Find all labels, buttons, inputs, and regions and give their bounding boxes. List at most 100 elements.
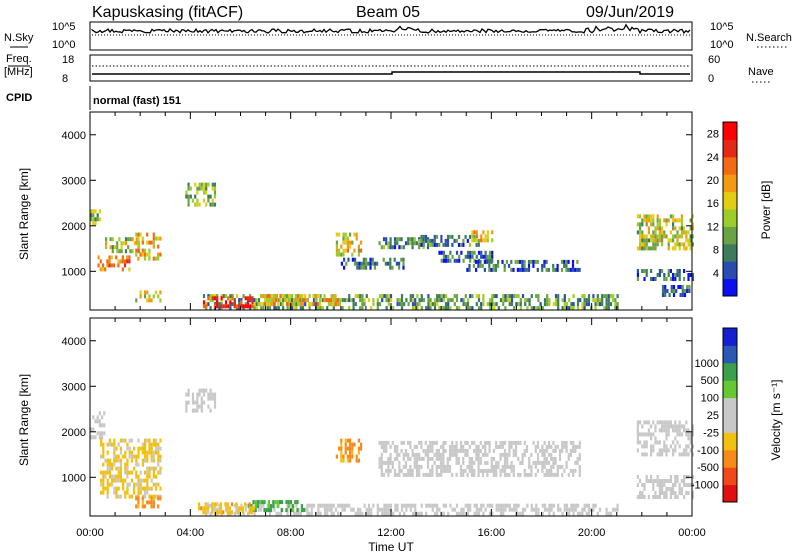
velocity-cell [497,464,500,469]
velocity-cell [385,468,388,473]
velocity-cell [137,462,140,467]
power-cell [389,294,393,299]
power-cell [143,256,147,261]
power-cell [501,259,504,264]
power-cell [90,217,93,222]
power-cell [442,258,445,263]
velocity-cell [213,392,217,397]
power-cell [528,302,531,307]
velocity-cell [468,444,471,449]
velocity-cell [579,511,582,516]
power-cell [664,285,667,289]
power-cell [689,246,692,251]
power-cell [213,202,217,207]
power-cell [601,294,604,299]
power-cell [484,238,487,243]
velocity-cell [380,440,383,445]
power-cell [334,302,337,307]
power-cell [616,294,619,299]
power-cell [665,277,668,281]
velocity-cell [295,503,298,508]
velocity-cell [150,466,153,471]
power-cell [488,267,491,272]
velocity-cell [572,472,575,477]
velocity-cell [636,432,639,437]
velocity-cell [187,392,190,397]
velocity-cell [561,448,564,453]
velocity-cell [349,442,352,447]
power-cell [480,250,483,255]
velocity-cell [409,507,412,512]
power-cell [262,306,265,311]
power-cell [532,259,535,264]
velocity-cell [310,507,313,512]
velocity-cell [115,474,118,479]
power-cell [301,298,305,303]
velocity-cell [512,464,515,469]
velocity-cell [455,503,459,508]
power-cell [475,254,478,259]
power-cell [251,300,254,305]
power-cell [229,306,232,311]
velocity-cell [519,440,522,445]
velocity-cell [429,448,432,453]
velocity-cell [111,466,114,471]
velocity-cell [261,500,264,505]
power-cell [681,289,684,293]
velocity-cell [126,462,129,467]
power-cell [402,261,405,266]
power-cell [213,302,217,307]
power-cell [491,306,494,311]
velocity-cell [237,510,240,515]
power-cell [488,263,491,268]
power-cell [427,294,430,299]
velocity-cell [658,452,661,457]
velocity-cell [558,464,562,469]
velocity-cell [552,464,555,469]
velocity-cell [100,482,103,487]
power-cell [400,237,403,242]
power-cell [353,232,356,237]
velocity-cell [437,472,441,477]
power-cell [293,298,296,303]
velocity-cell [470,460,474,465]
power-cell [131,249,134,254]
velocity-heatmap-cells [90,388,694,516]
velocity-cell [209,408,212,413]
velocity-cell [561,440,564,445]
velocity-cell [404,472,408,477]
power-cell [117,263,120,268]
velocity-cell [691,444,694,449]
velocity-cell [191,396,195,401]
velocity-cell [565,444,568,449]
velocity-cell [435,448,438,453]
velocity-cell [532,440,535,445]
power-cell [658,238,661,243]
power-cell [681,293,684,297]
power-cell [393,241,397,246]
velocity-cell [407,440,410,445]
power-cell [396,302,399,307]
velocity-cell [393,456,397,461]
velocity-cell [135,482,138,487]
velocity-cell [103,411,106,416]
power-cell [516,259,519,264]
velocity-cell [524,507,527,512]
velocity-cell [252,500,255,505]
nave-trace [92,71,690,75]
power-cell [442,294,445,299]
velocity-cell [126,486,129,491]
power-cell [469,250,472,255]
power-cell [357,248,360,253]
power-cell [471,306,474,311]
power-cell [433,306,437,311]
velocity-cell [558,456,562,461]
nsearch-label: N.Search [746,32,792,44]
velocity-cell [198,392,201,397]
velocity-cell [111,474,114,479]
power-cell [683,230,686,235]
velocity-cell [477,448,480,453]
power-cell [672,277,675,281]
velocity-cell [495,507,498,512]
